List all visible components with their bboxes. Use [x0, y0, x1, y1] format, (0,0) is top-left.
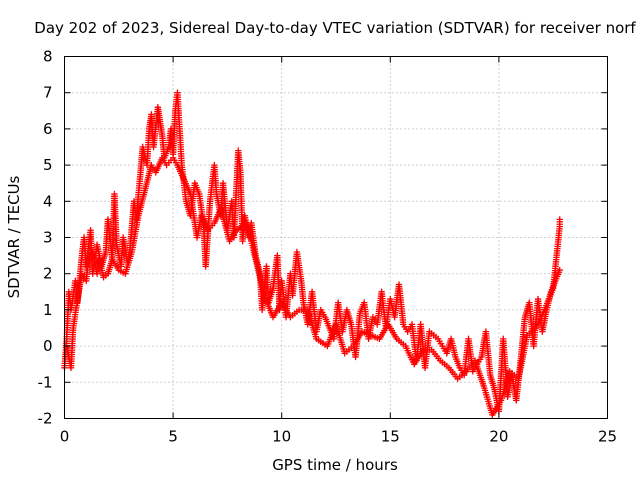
- y-tick-label: 1: [43, 301, 53, 319]
- grid-lines: [64, 56, 608, 419]
- y-tick-label: 8: [43, 48, 53, 66]
- y-tick-label: 3: [43, 229, 53, 247]
- x-tick-label: 10: [272, 428, 291, 446]
- y-tick-label: 6: [43, 120, 53, 138]
- y-tick-label: 2: [43, 265, 53, 283]
- y-tick-label: 4: [43, 192, 53, 210]
- x-tick-label: 15: [381, 428, 400, 446]
- x-tick-label: 5: [168, 428, 178, 446]
- y-tick-label: 0: [43, 337, 53, 355]
- plot-border: [64, 56, 608, 419]
- data-points: [61, 89, 563, 419]
- x-axis-label: GPS time / hours: [272, 456, 398, 474]
- y-axis-label: SDTVAR / TECUs: [5, 175, 23, 298]
- y-tick-label: 5: [43, 156, 53, 174]
- axis-ticks: 0 5 10 15 20 25 -2 -1 0 1 2 3 4 5 6 7 8: [38, 48, 618, 446]
- chart-title: Day 202 of 2023, Sidereal Day-to-day VTE…: [34, 19, 636, 37]
- data-point: [556, 216, 563, 223]
- y-tick-label: 7: [43, 84, 53, 102]
- y-tick-label: -1: [38, 373, 53, 391]
- x-tick-label: 25: [598, 428, 617, 446]
- y-tick-label: -2: [38, 410, 53, 428]
- x-tick-label: 20: [489, 428, 508, 446]
- x-tick-label: 0: [60, 428, 70, 446]
